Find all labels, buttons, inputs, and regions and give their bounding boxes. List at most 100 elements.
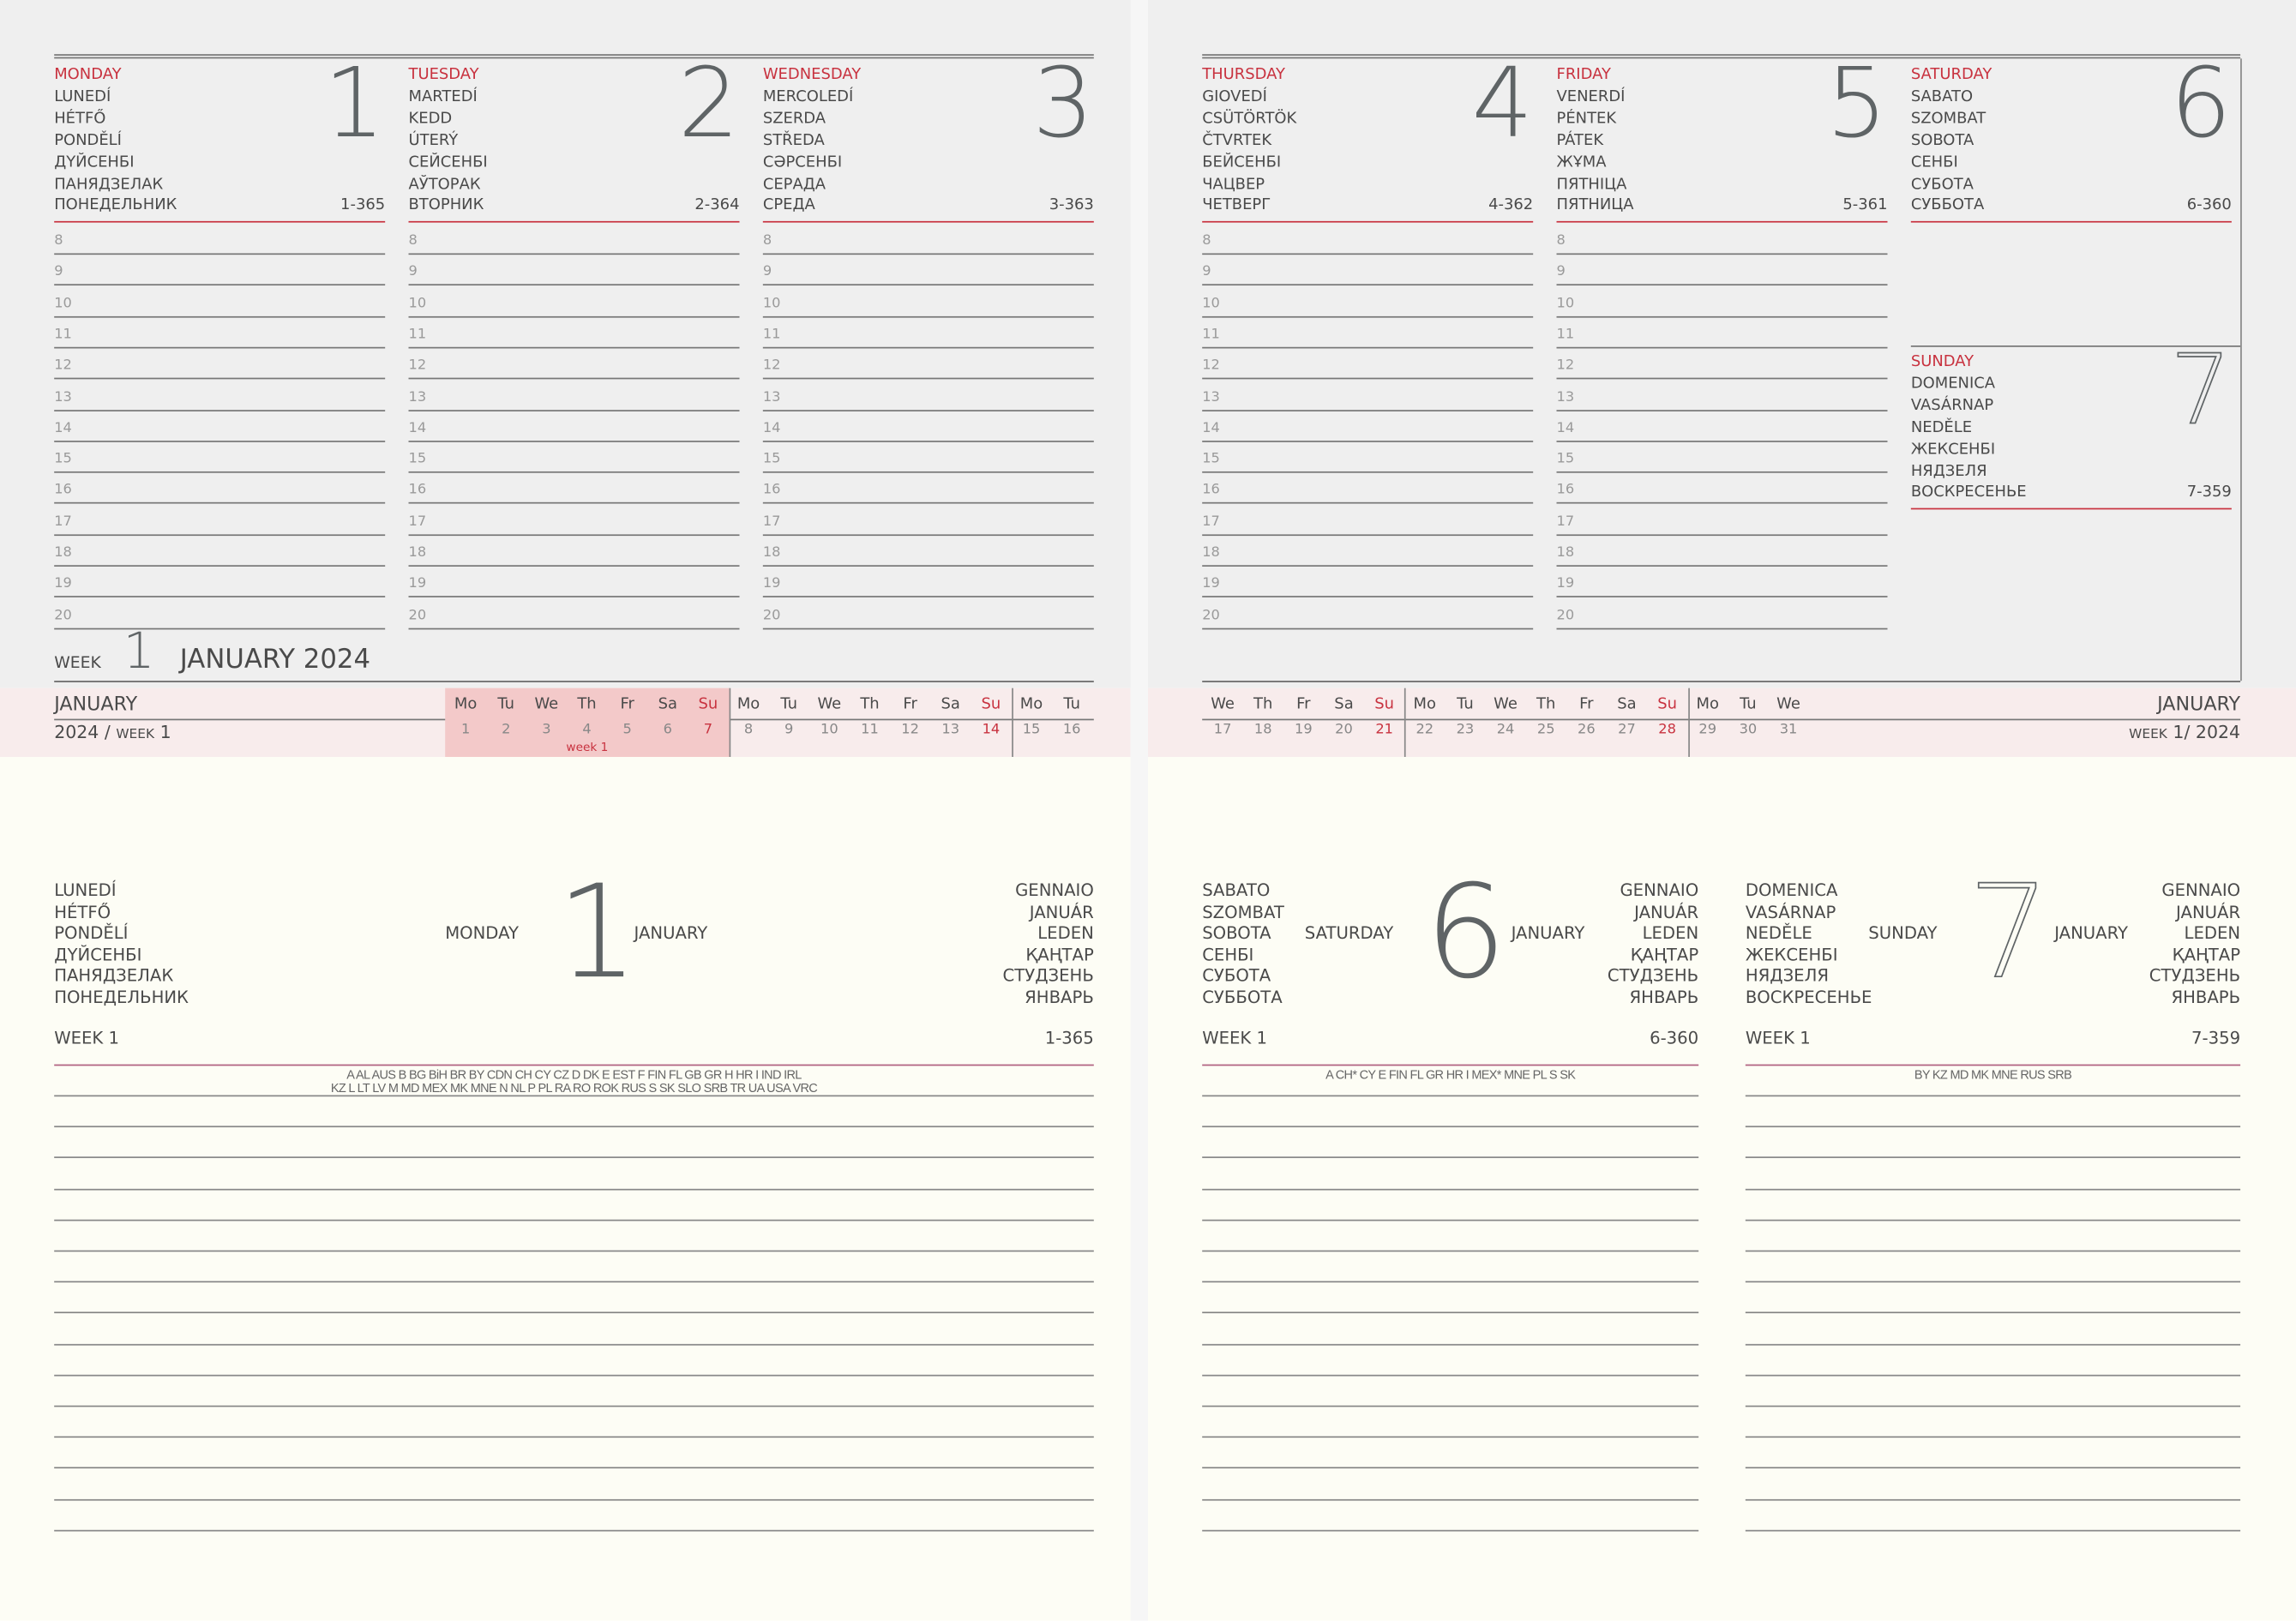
calendar-date[interactable]: 30 <box>1739 721 1758 738</box>
hour-line[interactable] <box>54 253 386 255</box>
hour-line[interactable] <box>1202 315 1534 317</box>
hour-line[interactable] <box>1202 377 1534 380</box>
calendar-date[interactable]: 26 <box>1578 721 1596 738</box>
calendar-date[interactable]: 28 <box>1658 721 1676 738</box>
hour-line[interactable] <box>1556 253 1888 255</box>
calendar-date[interactable]: 12 <box>901 721 919 738</box>
note-line[interactable] <box>1202 1312 1699 1314</box>
note-line[interactable] <box>1745 1312 2241 1314</box>
hour-line[interactable] <box>1202 596 1534 598</box>
hour-line[interactable] <box>408 440 740 442</box>
hour-line[interactable] <box>54 533 386 536</box>
note-line[interactable] <box>1745 1126 2241 1128</box>
hour-line[interactable] <box>1202 284 1534 286</box>
hour-line[interactable] <box>762 533 1094 536</box>
note-line[interactable] <box>1202 1405 1699 1408</box>
note-line[interactable] <box>54 1374 1094 1377</box>
calendar-date[interactable]: 9 <box>784 721 794 738</box>
hour-line[interactable] <box>408 627 740 629</box>
calendar-date[interactable]: 22 <box>1415 721 1434 738</box>
note-line[interactable] <box>1745 1467 2241 1469</box>
note-line[interactable] <box>1745 1156 2241 1159</box>
calendar-date[interactable]: 14 <box>982 721 1001 738</box>
hour-line[interactable] <box>762 440 1094 442</box>
note-line[interactable] <box>1202 1281 1699 1283</box>
hour-line[interactable] <box>762 315 1094 317</box>
hour-line[interactable] <box>1556 377 1888 380</box>
note-line[interactable] <box>1202 1529 1699 1532</box>
hour-line[interactable] <box>54 284 386 286</box>
note-line[interactable] <box>1202 1374 1699 1377</box>
hour-line[interactable] <box>408 596 740 598</box>
hour-line[interactable] <box>762 627 1094 629</box>
hour-line[interactable] <box>762 284 1094 286</box>
hour-line[interactable] <box>54 409 386 411</box>
note-line[interactable] <box>1745 1374 2241 1377</box>
note-line[interactable] <box>1202 1126 1699 1128</box>
hour-line[interactable] <box>1556 627 1888 629</box>
hour-line[interactable] <box>1556 284 1888 286</box>
hour-line[interactable] <box>408 253 740 255</box>
note-line[interactable] <box>1202 1250 1699 1252</box>
calendar-date[interactable]: 27 <box>1618 721 1636 738</box>
note-line[interactable] <box>1745 1405 2241 1408</box>
hour-line[interactable] <box>54 440 386 442</box>
hour-line[interactable] <box>408 315 740 317</box>
hour-line[interactable] <box>762 409 1094 411</box>
note-line[interactable] <box>54 1188 1094 1190</box>
note-line[interactable] <box>54 1281 1094 1283</box>
hour-line[interactable] <box>1556 533 1888 536</box>
note-line[interactable] <box>1745 1343 2241 1345</box>
note-line[interactable] <box>54 1156 1094 1159</box>
note-line[interactable] <box>54 1436 1094 1438</box>
calendar-date[interactable]: 8 <box>743 721 754 738</box>
hour-line[interactable] <box>54 377 386 380</box>
note-line[interactable] <box>54 1219 1094 1222</box>
note-line[interactable] <box>54 1467 1094 1469</box>
hour-line[interactable] <box>54 565 386 567</box>
note-line[interactable] <box>1745 1281 2241 1283</box>
hour-line[interactable] <box>1202 346 1534 349</box>
hour-line[interactable] <box>1556 565 1888 567</box>
hour-line[interactable] <box>1556 440 1888 442</box>
note-line[interactable] <box>1745 1095 2241 1097</box>
calendar-date[interactable]: 18 <box>1253 721 1272 738</box>
hour-line[interactable] <box>1202 627 1534 629</box>
hour-line[interactable] <box>1202 440 1534 442</box>
hour-line[interactable] <box>762 502 1094 505</box>
calendar-date[interactable]: 20 <box>1335 721 1353 738</box>
calendar-date[interactable]: 6 <box>663 721 672 738</box>
hour-line[interactable] <box>54 315 386 317</box>
calendar-date[interactable]: 25 <box>1536 721 1555 738</box>
calendar-date[interactable]: 31 <box>1779 721 1798 738</box>
note-line[interactable] <box>1745 1529 2241 1532</box>
note-line[interactable] <box>1202 1467 1699 1469</box>
note-line[interactable] <box>1202 1095 1699 1097</box>
hour-line[interactable] <box>1202 533 1534 536</box>
hour-line[interactable] <box>54 627 386 629</box>
calendar-date[interactable]: 7 <box>703 721 713 738</box>
hour-line[interactable] <box>762 565 1094 567</box>
note-line[interactable] <box>1202 1188 1699 1190</box>
calendar-date[interactable]: 2 <box>502 721 511 738</box>
hour-line[interactable] <box>408 377 740 380</box>
hour-line[interactable] <box>1202 253 1534 255</box>
note-line[interactable] <box>54 1095 1094 1097</box>
hour-line[interactable] <box>1556 315 1888 317</box>
hour-line[interactable] <box>762 253 1094 255</box>
calendar-date[interactable]: 4 <box>582 721 592 738</box>
hour-line[interactable] <box>1202 565 1534 567</box>
hour-line[interactable] <box>408 565 740 567</box>
calendar-date[interactable]: 1 <box>460 721 471 738</box>
hour-line[interactable] <box>1556 471 1888 473</box>
note-line[interactable] <box>54 1312 1094 1314</box>
calendar-date[interactable]: 29 <box>1698 721 1717 738</box>
note-line[interactable] <box>1202 1219 1699 1222</box>
hour-line[interactable] <box>762 346 1094 349</box>
hour-line[interactable] <box>54 596 386 598</box>
hour-line[interactable] <box>762 596 1094 598</box>
note-line[interactable] <box>54 1498 1094 1500</box>
note-line[interactable] <box>1202 1156 1699 1159</box>
calendar-date[interactable]: 23 <box>1456 721 1475 738</box>
hour-line[interactable] <box>1556 502 1888 505</box>
